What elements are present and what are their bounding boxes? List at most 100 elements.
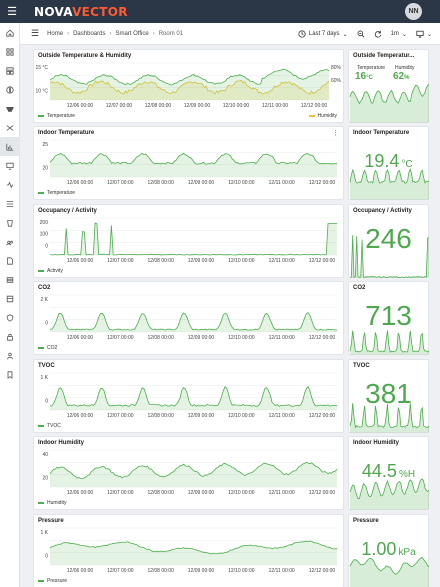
sidebar-item-shuffle[interactable] xyxy=(0,118,20,137)
timeseries-chart[interactable]: 40 20 12/06 00:00 12/07 00:00 12/08 00:00 12/… xyxy=(34,437,345,511)
breadcrumb-dashboards[interactable]: Dashboards xyxy=(73,30,106,37)
list-icon xyxy=(6,200,14,207)
refresh-interval-picker[interactable]: 1m ⌄ xyxy=(391,31,407,38)
legend-item[interactable]: TVOC xyxy=(38,423,61,429)
series-area xyxy=(50,153,337,177)
chevron-down-icon: ⌄ xyxy=(401,31,407,38)
x-tick-label: 12/06 00:00 xyxy=(67,335,94,341)
legend-item[interactable]: Humidity xyxy=(308,113,337,119)
sparkline xyxy=(349,478,430,510)
app-menu-button[interactable]: ☰ xyxy=(7,6,17,18)
timeseries-chart[interactable]: 200 100 0 12/06 00:00 12/07 00:00 12/08 00:00… xyxy=(34,205,345,279)
x-tick-label: 12/09 00:00 xyxy=(188,335,215,341)
sidebar-item-activity[interactable] xyxy=(0,175,20,194)
user-avatar[interactable]: NN xyxy=(405,3,422,20)
timeseries-chart[interactable]: 1 K 0 12/06 00:00 12/07 00:00 12/08 00:00 12/… xyxy=(34,360,345,434)
x-tick-label: 12/12 00:00 xyxy=(309,335,336,341)
stat-panel[interactable]: Indoor Humidity 44.5 %H xyxy=(348,436,430,510)
view-mode-button[interactable]: ⌄ xyxy=(416,30,432,38)
timeseries-panel[interactable]: Occupancy / Activity 200 100 0 12/06 00:00 12… xyxy=(33,204,344,278)
stat-panel[interactable]: CO2 713 xyxy=(348,281,430,355)
sidebar-item-monitor[interactable] xyxy=(0,156,20,175)
legend-label: Temperature xyxy=(47,113,76,119)
x-tick-label: 12/07 00:00 xyxy=(107,335,134,341)
legend-label: Pressure xyxy=(47,578,68,584)
legend-item[interactable]: Humidity xyxy=(38,500,66,506)
legend-label: Temperature xyxy=(47,190,76,196)
brand-logo[interactable]: NOVAVECTOR xyxy=(34,5,128,19)
sidebar-item-files[interactable] xyxy=(0,251,20,270)
timeseries-panel[interactable]: Indoor Humidity 40 20 12/06 00:00 12/07 00:0… xyxy=(33,436,344,510)
humidity-label: Humidity xyxy=(395,65,415,71)
legend-item[interactable]: Pressure xyxy=(38,578,67,584)
timeseries-chart[interactable]: 2 K 0 12/06 00:00 12/07 00:00 12/08 00:00 12/… xyxy=(34,282,345,356)
series-line xyxy=(49,152,338,165)
humidity-series-line xyxy=(49,79,330,95)
legend-item[interactable]: Activity xyxy=(38,268,63,274)
series-line xyxy=(49,312,338,331)
sidebar-item-shield[interactable] xyxy=(0,308,20,327)
sidebar-item-lock[interactable] xyxy=(0,327,20,346)
chevron-down-icon: ⌄ xyxy=(342,31,348,38)
sidebar-item-bookmark[interactable] xyxy=(0,365,20,384)
series-line xyxy=(49,461,338,479)
sidebar-item-bucket[interactable] xyxy=(0,213,20,232)
sidebar-item-list[interactable] xyxy=(0,194,20,213)
brand-part1: NOVA xyxy=(34,4,73,19)
legend-swatch xyxy=(38,425,44,427)
timeseries-chart[interactable]: 15 °C 10 °C 80% 60% 12/06 00:00 12/07 00:00 12… xyxy=(34,50,345,124)
sidebar-item-users[interactable] xyxy=(0,232,20,251)
timeseries-panel[interactable]: TVOC 1 K 0 12/06 00:00 12/07 00:00 12/08 00:0… xyxy=(33,359,344,433)
x-tick-label: 12/06 00:00 xyxy=(67,568,94,574)
x-tick-label: 12/09 00:00 xyxy=(188,258,215,264)
y-tick-label: 100 xyxy=(40,232,49,238)
timeseries-chart[interactable]: 25 20 12/06 00:00 12/07 00:00 12/08 00:00 12/… xyxy=(34,127,345,201)
sidebar-item-info[interactable] xyxy=(0,80,20,99)
sidebar-item-grid[interactable] xyxy=(0,42,20,61)
timeseries-panel[interactable]: Pressure 1 K 0 12/06 00:00 12/07 00:00 12/08 … xyxy=(33,514,344,587)
time-range-picker[interactable]: Last 7 days ⌄ xyxy=(298,30,348,38)
timeseries-chart[interactable]: 1 K 0 12/06 00:00 12/07 00:00 12/08 00:00 12/… xyxy=(34,515,345,587)
users-icon xyxy=(6,240,13,245)
sidebar xyxy=(0,23,20,587)
x-tick-label: 12/08 00:00 xyxy=(147,335,174,341)
x-tick-label: 12/06 00:00 xyxy=(67,103,94,109)
value-unit: °C xyxy=(366,75,373,81)
stat-panel[interactable]: Pressure 1.00 kPa xyxy=(348,514,430,587)
brand-part2: VECTOR xyxy=(72,4,128,19)
y-tick-label: 0 xyxy=(45,243,48,249)
bucket-icon xyxy=(7,219,13,227)
legend-item[interactable]: Temperature xyxy=(38,190,75,196)
y-tick-label: 40 xyxy=(42,452,48,458)
stat-number: 381 xyxy=(365,378,412,409)
shield-icon xyxy=(6,313,14,322)
sidebar-toggle-icon[interactable]: ☰ xyxy=(31,28,40,38)
stat-panel[interactable]: Indoor Temperature 19.4 °C xyxy=(348,126,429,200)
breadcrumb-home[interactable]: Home xyxy=(47,30,64,37)
legend-item[interactable]: CO2 xyxy=(38,345,57,351)
monitor-icon xyxy=(416,30,424,38)
x-tick-label: 12/11 00:00 xyxy=(269,490,295,496)
timeseries-panel[interactable]: Outside Temperature & Humidity 15 °C 10 °C… xyxy=(33,49,344,123)
refresh-button[interactable] xyxy=(374,30,382,38)
stat-panel[interactable]: Occupancy / Activity 246 xyxy=(348,204,429,279)
timeseries-panel[interactable]: Indoor Temperature ⋮ 25 20 12/06 00:00 12/07 … xyxy=(33,126,344,200)
x-tick-label: 12/06 00:00 xyxy=(67,490,94,496)
sidebar-item-dashboard[interactable] xyxy=(0,61,20,80)
breadcrumb-smart-office[interactable]: Smart Office xyxy=(115,30,149,37)
stat-panel[interactable]: Outside Temperatur... Temperature Humidity… xyxy=(348,49,430,123)
legend-item[interactable]: Temperature xyxy=(38,113,75,119)
sidebar-item-home[interactable] xyxy=(0,23,20,42)
stat-panel[interactable]: TVOC 381 xyxy=(348,359,430,433)
x-tick-label: 12/10 00:00 xyxy=(228,180,255,186)
sidebar-item-database[interactable] xyxy=(0,270,20,289)
sidebar-item-person[interactable] xyxy=(0,346,20,365)
sidebar-item-devices[interactable] xyxy=(0,99,20,118)
zoom-out-button[interactable] xyxy=(357,30,365,38)
sidebar-item-storage[interactable] xyxy=(0,289,20,308)
clock-icon xyxy=(298,30,306,38)
sidebar-item-chart[interactable] xyxy=(0,137,20,156)
timeseries-panel[interactable]: CO2 2 K 0 12/06 00:00 12/07 00:00 12/08 00:00… xyxy=(33,281,344,355)
stat-number: 1.00 xyxy=(361,539,397,559)
panel-menu-icon[interactable]: ⋮ xyxy=(332,130,339,137)
